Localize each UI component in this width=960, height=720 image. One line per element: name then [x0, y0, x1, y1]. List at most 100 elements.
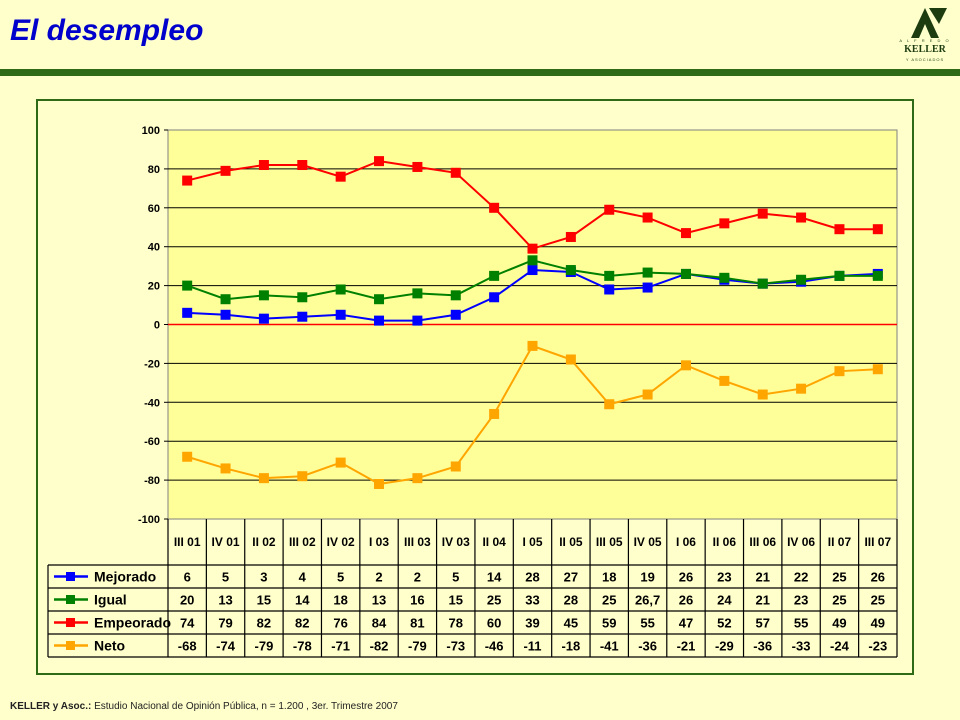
- table-value: 82: [295, 616, 309, 631]
- table-value: 23: [794, 593, 808, 608]
- table-value: 60: [487, 616, 501, 631]
- category-label: III 01: [174, 535, 201, 549]
- category-label: III 02: [289, 535, 316, 549]
- table-value: 26: [871, 570, 885, 585]
- table-value: -18: [561, 639, 580, 654]
- table-value: 26: [679, 593, 693, 608]
- data-point: [258, 290, 269, 301]
- table-value: -36: [753, 639, 772, 654]
- data-point: [757, 389, 768, 400]
- table-value: 26,7: [635, 593, 660, 608]
- y-tick-label: 40: [148, 242, 160, 254]
- category-label: III 03: [404, 535, 431, 549]
- line-chart: 100 80 60 40 20 0 -20 -40 -60 -80 -100 III 01 IV 01 I…: [47, 125, 898, 658]
- category-label: IV 01: [212, 535, 240, 549]
- table-value: -29: [715, 639, 734, 654]
- data-point: [258, 160, 269, 171]
- table-value: 4: [299, 570, 307, 585]
- table-value: 81: [410, 616, 424, 631]
- data-point: [604, 204, 615, 215]
- y-tick-label: 100: [142, 125, 160, 137]
- logo-top-text: A L F R E D O: [899, 38, 951, 43]
- y-tick-label: -40: [144, 397, 160, 409]
- table-value: 79: [218, 616, 232, 631]
- data-point: [182, 175, 193, 186]
- table-value: -73: [446, 639, 465, 654]
- data-point: [489, 408, 500, 419]
- table-value: 24: [717, 593, 732, 608]
- data-point: [220, 165, 231, 176]
- data-point: [335, 171, 346, 182]
- data-point: [220, 463, 231, 474]
- table-value: 25: [832, 570, 846, 585]
- table-value: 14: [295, 593, 310, 608]
- table-value: 82: [257, 616, 271, 631]
- category-label: I 03: [369, 535, 389, 549]
- table-value: 13: [372, 593, 386, 608]
- data-point: [297, 292, 308, 303]
- data-point: [450, 290, 461, 301]
- table-value: 19: [640, 570, 654, 585]
- table-value: -24: [830, 639, 850, 654]
- data-point: [834, 270, 845, 281]
- y-tick-label: -20: [144, 358, 160, 370]
- y-tick-label: 60: [148, 203, 160, 215]
- category-label: I 05: [522, 535, 542, 549]
- data-point: [450, 167, 461, 178]
- legend-marker: [66, 595, 75, 604]
- footer-source: KELLER y Asoc.:: [10, 701, 92, 712]
- data-point: [757, 278, 768, 289]
- table-value: -36: [638, 639, 657, 654]
- table-value: 47: [679, 616, 693, 631]
- table-value: 28: [525, 570, 539, 585]
- table-value: -79: [255, 639, 274, 654]
- data-point: [220, 294, 231, 305]
- data-point: [872, 364, 883, 375]
- data-point: [258, 473, 269, 484]
- table-value: -71: [331, 639, 350, 654]
- category-label: III 06: [749, 535, 776, 549]
- y-tick-label: -100: [138, 514, 160, 526]
- table-value: -23: [868, 639, 887, 654]
- table-value: 3: [260, 570, 267, 585]
- data-point: [527, 265, 538, 276]
- data-point: [796, 212, 807, 223]
- table-value: 25: [487, 593, 501, 608]
- logo-bottom-text: Y ASOCIADOS: [905, 57, 945, 62]
- table-value: 76: [333, 616, 347, 631]
- table-value: 25: [832, 593, 846, 608]
- data-point: [719, 375, 730, 386]
- chart-frame: 100 80 60 40 20 0 -20 -40 -60 -80 -100 III 01 IV 01 I…: [36, 99, 914, 675]
- data-point: [335, 457, 346, 468]
- data-point: [489, 202, 500, 213]
- category-label: IV 03: [442, 535, 470, 549]
- table-value: 20: [180, 593, 194, 608]
- table-value: -46: [485, 639, 504, 654]
- table-value: 49: [871, 616, 885, 631]
- table-value: 2: [414, 570, 421, 585]
- data-point: [412, 473, 423, 484]
- table-value: 21: [755, 570, 769, 585]
- data-point: [872, 270, 883, 281]
- legend-marker: [66, 618, 75, 627]
- data-point: [565, 231, 576, 242]
- y-tick-label: 0: [154, 320, 160, 332]
- data-point: [182, 451, 193, 462]
- data-point: [604, 270, 615, 281]
- y-tick-label: 20: [148, 281, 160, 293]
- data-point: [374, 294, 385, 305]
- table-value: 15: [257, 593, 271, 608]
- table-value: 18: [333, 593, 347, 608]
- data-point: [680, 360, 691, 371]
- table-value: 16: [410, 593, 424, 608]
- table-value: 18: [602, 570, 616, 585]
- table-value: -68: [178, 639, 197, 654]
- footer-text: Estudio Nacional de Opinión Pública, n =…: [91, 701, 398, 712]
- data-point: [642, 267, 653, 278]
- data-point: [412, 315, 423, 326]
- data-point: [450, 309, 461, 320]
- category-label: III 05: [596, 535, 623, 549]
- legend-marker: [66, 572, 75, 581]
- data-point: [834, 224, 845, 235]
- data-point: [489, 292, 500, 303]
